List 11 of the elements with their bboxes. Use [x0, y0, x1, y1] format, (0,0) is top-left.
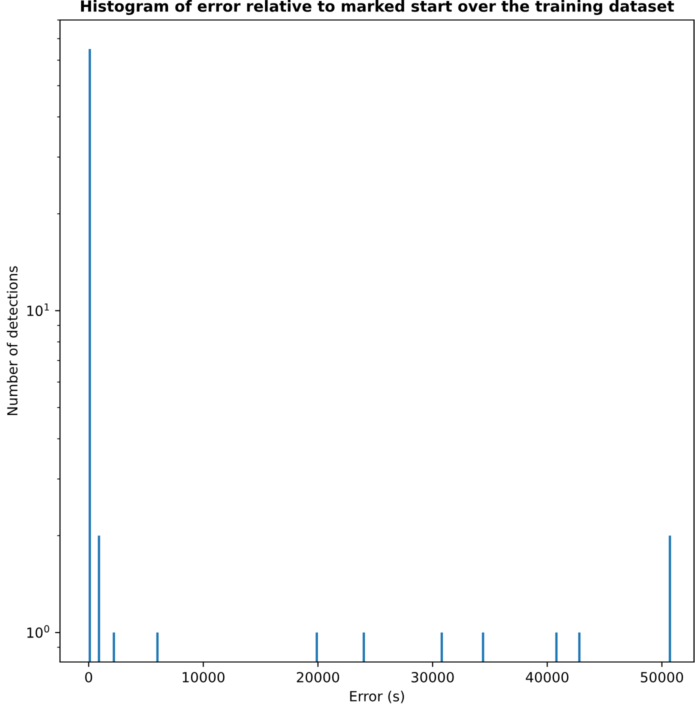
x-tick-label: 0 [85, 672, 92, 682]
x-tick-label: 50000 [640, 672, 684, 682]
x-tick-label: 40000 [526, 672, 568, 682]
x-tick-label: 10000 [182, 672, 224, 682]
x-tick-label: 20000 [296, 672, 340, 682]
chart-title: Histogram of error relative to marked start over the training dataset [81, 0, 674, 15]
y-tick-label: 10$^{0}$ [27, 625, 50, 638]
y-axis-title: Number of detections [6, 266, 18, 416]
x-axis-title: Error (s) [350, 690, 404, 704]
y-tick-label: 10$^{1}$ [27, 303, 49, 316]
x-tick-label: 30000 [412, 672, 454, 682]
